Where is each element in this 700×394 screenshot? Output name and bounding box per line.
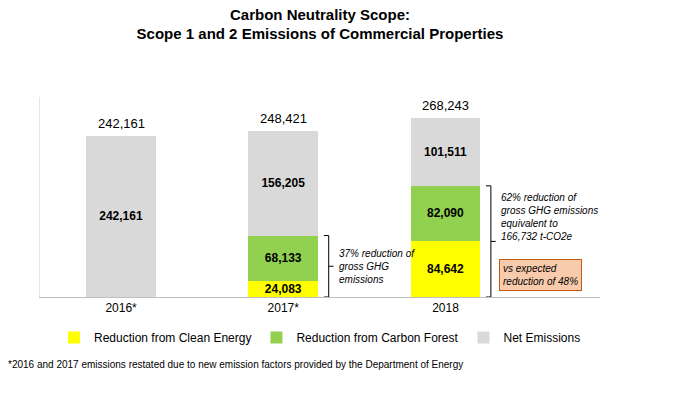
svg-text:101,511: 101,511 [424,145,467,159]
svg-text:268,243: 268,243 [422,98,469,113]
svg-text:62% reduction ofgross GHG emis: 62% reduction ofgross GHG emissionsequiv… [501,192,598,242]
svg-text:68,133: 68,133 [265,251,302,265]
svg-text:Carbon Neutrality Scope:Scope: Carbon Neutrality Scope:Scope 1 and 2 Em… [137,6,504,43]
svg-text:156,205: 156,205 [261,176,305,190]
svg-text:242,161: 242,161 [98,116,145,131]
svg-text:2017*: 2017* [268,301,300,315]
svg-text:84,642: 84,642 [427,262,464,276]
svg-text:Reduction from Clean Energy: Reduction from Clean Energy [94,331,251,345]
svg-text:Reduction from Carbon Forest: Reduction from Carbon Forest [296,331,458,345]
svg-text:Net Emissions: Net Emissions [503,331,580,345]
svg-text:242,161: 242,161 [99,209,143,223]
svg-text:2018: 2018 [432,301,459,315]
svg-text:37% reduction ofgross GHGemiss: 37% reduction ofgross GHGemissions [339,248,415,285]
svg-text:248,421: 248,421 [260,111,307,126]
svg-text:82,090: 82,090 [427,206,464,220]
svg-text:vs expectedreduction of 48%: vs expectedreduction of 48% [503,263,578,287]
svg-text:*2016 and 2017 emissions resta: *2016 and 2017 emissions restated due to… [8,359,463,370]
svg-text:24,083: 24,083 [265,282,302,296]
svg-text:2016*: 2016* [105,301,137,315]
